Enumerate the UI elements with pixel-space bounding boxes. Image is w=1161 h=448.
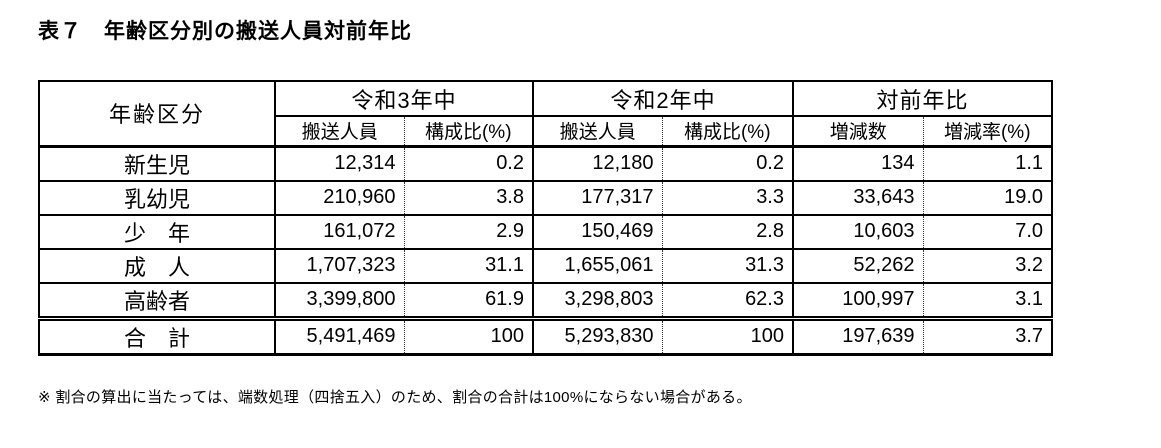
- header-group-reiwa2: 令和2年中: [532, 81, 793, 117]
- table-header: 年齢区分 令和3年中 令和2年中 対前年比 搬送人員 構成比(%) 搬送人員 構…: [39, 81, 1053, 146]
- table-row-adult: 成 人 1,707,323 31.1 1,655,061 31.3 52,262…: [39, 248, 1053, 283]
- cell-value: 100: [661, 318, 793, 354]
- header-group-reiwa3: 令和3年中: [274, 81, 533, 117]
- header-group-yoy: 対前年比: [791, 81, 1053, 117]
- cell-value: 3.1: [922, 282, 1053, 318]
- header-r3-transported: 搬送人員: [274, 116, 404, 146]
- cell-value: 3.8: [403, 180, 533, 215]
- row-label: 乳幼児: [123, 186, 190, 212]
- row-label: 高齢者: [123, 288, 190, 314]
- cell-value: 52,262: [792, 248, 923, 283]
- table-row-infant: 乳幼児 210,960 3.8 177,317 3.3 33,643 19.0: [39, 180, 1053, 215]
- header-group-row: 年齢区分 令和3年中 令和2年中 対前年比: [39, 81, 1053, 127]
- cell-value: 161,072: [274, 214, 404, 249]
- cell-value: 7.0: [922, 214, 1053, 249]
- header-r2-composition: 構成比(%): [661, 116, 793, 146]
- cell-value: 1,655,061: [532, 248, 662, 283]
- cell-value: 3,298,803: [532, 282, 662, 318]
- table-row-newborn: 新生児 12,314 0.2 12,180 0.2 134 1.1: [39, 146, 1053, 181]
- header-yoy-change: 増減数: [792, 116, 923, 146]
- header-age-category: 年齢区分: [108, 102, 205, 128]
- row-label: 少 年: [123, 220, 190, 246]
- cell-value: 177,317: [532, 180, 662, 215]
- table-row-elderly: 高齢者 3,399,800 61.9 3,298,803 62.3 100,99…: [39, 282, 1053, 318]
- header-r2-transported: 搬送人員: [532, 116, 662, 146]
- cell-value: 3.3: [661, 180, 793, 215]
- row-label: 合 計: [123, 325, 190, 351]
- cell-value: 210,960: [274, 180, 404, 215]
- row-label: 新生児: [123, 152, 190, 178]
- cell-value: 2.9: [403, 214, 533, 249]
- cell-value: 3.7: [922, 318, 1053, 354]
- cell-value: 31.1: [403, 248, 533, 283]
- cell-value: 197,639: [792, 318, 923, 354]
- cell-value: 62.3: [661, 282, 793, 318]
- cell-value: 2.8: [661, 214, 793, 249]
- table-row-total: 合 計 5,491,469 100 5,293,830 100 197,639 …: [39, 318, 1053, 354]
- cell-value: 5,491,469: [274, 318, 404, 354]
- cell-value: 150,469: [532, 214, 662, 249]
- table-row-juvenile: 少 年 161,072 2.9 150,469 2.8 10,603 7.0: [39, 214, 1053, 249]
- cell-value: 134: [792, 146, 923, 181]
- cell-value: 12,314: [274, 146, 404, 181]
- page: 表７ 年齢区分別の搬送人員対前年比 年齢区分 令和3年中 令和2年中 対前年比 …: [38, 20, 1054, 406]
- cell-value: 5,293,830: [532, 318, 662, 354]
- cell-value: 100,997: [792, 282, 923, 318]
- cell-value: 100: [403, 318, 533, 354]
- row-label: 成 人: [123, 254, 190, 280]
- cell-value: 0.2: [661, 146, 793, 181]
- cell-value: 0.2: [403, 146, 533, 181]
- table-body: 新生児 12,314 0.2 12,180 0.2 134 1.1 乳幼児 21…: [39, 146, 1053, 354]
- age-category-transport-table: 年齢区分 令和3年中 令和2年中 対前年比 搬送人員 構成比(%) 搬送人員 構…: [38, 80, 1054, 356]
- header-yoy-rate: 増減率(%): [922, 116, 1053, 146]
- cell-value: 19.0: [922, 180, 1053, 215]
- cell-value: 3,399,800: [274, 282, 404, 318]
- cell-value: 1.1: [922, 146, 1053, 181]
- footnote: ※ 割合の算出に当たっては、端数処理（四捨五入）のため、割合の合計は100%にな…: [38, 388, 752, 406]
- header-sub-row: 搬送人員 構成比(%) 搬送人員 構成比(%) 増減数 増減率(%): [39, 116, 1053, 146]
- cell-value: 33,643: [792, 180, 923, 215]
- cell-value: 10,603: [792, 214, 923, 249]
- table-title: 表７ 年齢区分別の搬送人員対前年比: [38, 20, 412, 43]
- cell-value: 3.2: [922, 248, 1053, 283]
- header-r3-composition: 構成比(%): [403, 116, 533, 146]
- cell-value: 31.3: [661, 248, 793, 283]
- cell-value: 12,180: [532, 146, 662, 181]
- cell-value: 1,707,323: [274, 248, 404, 283]
- cell-value: 61.9: [403, 282, 533, 318]
